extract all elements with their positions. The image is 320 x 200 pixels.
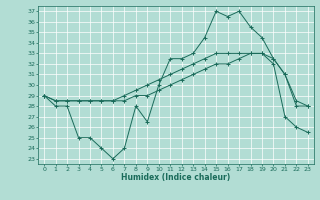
X-axis label: Humidex (Indice chaleur): Humidex (Indice chaleur) xyxy=(121,173,231,182)
